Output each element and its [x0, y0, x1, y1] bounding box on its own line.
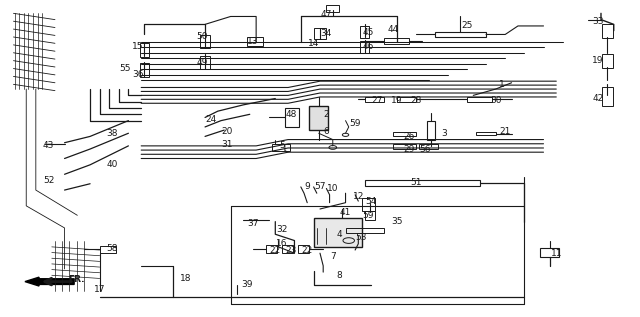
Bar [266, 245, 277, 253]
Bar [384, 38, 410, 44]
Text: 14: 14 [308, 39, 319, 48]
Bar [397, 97, 416, 102]
Text: 24: 24 [206, 114, 217, 124]
Text: 42: 42 [592, 94, 604, 103]
Text: 32: 32 [276, 225, 287, 234]
Text: 16: 16 [276, 239, 287, 248]
Text: 45: 45 [362, 28, 374, 37]
Text: 23: 23 [285, 246, 297, 255]
Text: 26: 26 [404, 132, 415, 141]
Bar [298, 245, 309, 253]
Text: 34: 34 [321, 29, 332, 38]
Text: 6: 6 [323, 127, 329, 136]
Bar [326, 5, 339, 12]
Text: 8: 8 [336, 271, 342, 280]
Bar [476, 132, 495, 135]
Bar [602, 54, 613, 68]
Text: 17: 17 [94, 285, 106, 294]
Text: 35: 35 [391, 217, 403, 226]
Bar [346, 228, 384, 233]
Text: 31: 31 [221, 140, 233, 149]
Text: 58: 58 [107, 244, 118, 253]
Text: 59: 59 [349, 119, 361, 128]
Text: 28: 28 [410, 96, 422, 105]
Text: 30: 30 [490, 96, 501, 105]
Bar [200, 56, 210, 68]
Text: 48: 48 [285, 110, 297, 119]
Bar [394, 144, 416, 149]
Bar [602, 87, 613, 107]
Text: 46: 46 [362, 42, 374, 51]
Text: 57: 57 [314, 182, 326, 191]
Text: 4: 4 [337, 230, 342, 239]
Bar [435, 32, 486, 37]
Bar [309, 107, 328, 130]
Text: 39: 39 [241, 280, 252, 289]
Text: 19: 19 [592, 56, 604, 65]
Bar [360, 26, 369, 38]
Text: 37: 37 [247, 219, 259, 228]
Text: 36: 36 [132, 70, 144, 79]
Text: 56: 56 [420, 145, 431, 153]
Bar [394, 132, 416, 136]
Text: 59: 59 [362, 211, 374, 220]
Text: 1: 1 [499, 80, 505, 89]
Bar [100, 246, 116, 253]
Text: 33: 33 [592, 17, 604, 26]
Text: 25: 25 [461, 22, 472, 30]
Text: 18: 18 [180, 274, 191, 283]
Bar [602, 23, 613, 38]
Text: 19: 19 [391, 96, 403, 105]
Text: 22: 22 [301, 246, 313, 255]
Text: 40: 40 [107, 160, 118, 169]
Text: 49: 49 [196, 58, 207, 67]
Text: 15: 15 [132, 42, 144, 51]
Bar [365, 97, 384, 102]
Bar [285, 108, 299, 127]
Text: 52: 52 [43, 176, 54, 185]
Text: 55: 55 [120, 64, 131, 73]
Text: 29: 29 [404, 145, 415, 153]
Text: 44: 44 [388, 25, 399, 34]
Text: 43: 43 [43, 141, 54, 150]
Text: 51: 51 [410, 178, 422, 187]
Bar [272, 144, 290, 151]
Bar [365, 210, 375, 220]
Bar [428, 121, 435, 139]
Bar [365, 180, 479, 186]
Text: 12: 12 [353, 192, 364, 201]
Text: 50: 50 [196, 32, 207, 42]
Bar [540, 249, 559, 257]
Text: 2: 2 [324, 110, 329, 119]
Text: 13: 13 [247, 37, 259, 46]
Bar [360, 42, 369, 53]
Bar [282, 245, 293, 253]
Text: 11: 11 [550, 249, 562, 258]
Bar [140, 42, 149, 57]
Bar [362, 198, 375, 210]
Bar [246, 37, 262, 47]
Text: 47: 47 [321, 10, 332, 19]
Bar [314, 218, 362, 247]
Text: 53: 53 [356, 233, 367, 242]
Text: 21: 21 [499, 127, 511, 136]
Text: 27: 27 [372, 96, 383, 105]
Text: 9: 9 [305, 182, 310, 191]
Bar [140, 63, 149, 77]
Text: 5: 5 [279, 141, 285, 150]
Bar [200, 36, 210, 48]
Text: 22: 22 [269, 246, 281, 255]
Text: 54: 54 [365, 197, 377, 206]
Bar [314, 28, 326, 39]
Text: 20: 20 [221, 127, 233, 136]
Bar [419, 144, 438, 149]
Text: 41: 41 [340, 208, 351, 217]
FancyArrow shape [25, 277, 74, 286]
Text: 7: 7 [330, 252, 335, 261]
Text: 38: 38 [107, 129, 118, 138]
Text: FR.: FR. [68, 275, 84, 284]
Text: 10: 10 [327, 184, 339, 193]
Text: 3: 3 [442, 129, 447, 138]
Bar [467, 97, 492, 102]
